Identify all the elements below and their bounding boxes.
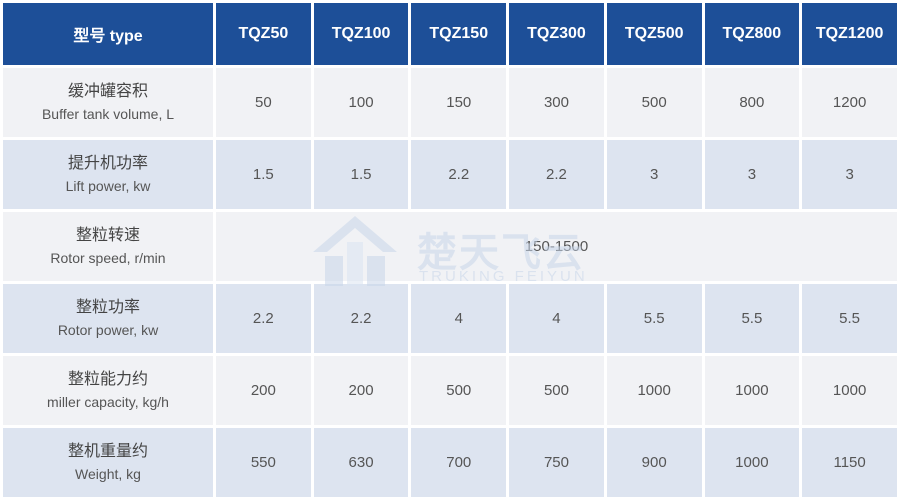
table-cell: 1200 xyxy=(802,68,897,137)
table-cell: 200 xyxy=(313,356,409,425)
table-cell: 1150 xyxy=(802,428,897,497)
header-model: TQZ100 xyxy=(313,3,409,65)
row-label-zh: 整粒转速 xyxy=(75,226,140,244)
table-cell: 700 xyxy=(411,428,507,497)
header-model: TQZ1200 xyxy=(802,3,897,65)
header-model: TQZ150 xyxy=(411,3,507,65)
table-row: 整机重量约 Weight, kg 550 630 700 750 900 1000… xyxy=(3,428,897,497)
table-row: 缓冲罐容积 Buffer tank volume, L 50 100 150 30… xyxy=(3,68,897,137)
table-cell: 1000 xyxy=(704,428,800,497)
row-label-zh: 提升机功率 xyxy=(67,154,148,172)
table-cell: 500 xyxy=(509,356,604,425)
header-type: 型号 type xyxy=(3,3,213,65)
table-cell: 4 xyxy=(509,284,604,353)
row-label-en: Buffer tank volume, L xyxy=(41,105,175,122)
table-cell: 2.2 xyxy=(509,140,604,209)
table-row: 提升机功率 Lift power, kw 1.5 1.5 2.2 2.2 3 3 … xyxy=(3,140,897,209)
table-row: 整粒转速 Rotor speed, r/min 150-1500 xyxy=(3,212,897,281)
table-cell: 300 xyxy=(509,68,604,137)
row-label-zh: 缓冲罐容积 xyxy=(67,82,148,100)
header-model: TQZ500 xyxy=(606,3,702,65)
table-cell: 2.2 xyxy=(216,284,311,353)
merged-cell: 150-1500 xyxy=(216,212,897,281)
table-cell: 3 xyxy=(704,140,800,209)
table-cell: 1.5 xyxy=(216,140,311,209)
table-cell: 1.5 xyxy=(313,140,409,209)
header-model: TQZ50 xyxy=(216,3,311,65)
table-cell: 100 xyxy=(313,68,409,137)
row-label-en: Weight, kg xyxy=(75,465,141,482)
row-label: 整机重量约 Weight, kg xyxy=(3,428,213,497)
header-model: TQZ800 xyxy=(704,3,800,65)
table-cell: 2.2 xyxy=(411,140,507,209)
table-cell: 3 xyxy=(606,140,702,209)
row-label: 整粒转速 Rotor speed, r/min xyxy=(3,212,213,281)
row-label-en: Rotor power, kw xyxy=(57,321,159,338)
row-label-zh: 整粒能力约 xyxy=(67,370,148,388)
table-cell: 630 xyxy=(313,428,409,497)
row-label-zh: 整粒功率 xyxy=(75,298,140,316)
table-cell: 1000 xyxy=(606,356,702,425)
table-cell: 500 xyxy=(411,356,507,425)
table-cell: 200 xyxy=(216,356,311,425)
table-cell: 4 xyxy=(411,284,507,353)
header-row: 型号 type TQZ50 TQZ100 TQZ150 TQZ300 TQZ50… xyxy=(3,3,897,65)
table-cell: 500 xyxy=(606,68,702,137)
table-cell: 150 xyxy=(411,68,507,137)
table-cell: 5.5 xyxy=(606,284,702,353)
table-cell: 1000 xyxy=(802,356,897,425)
row-label-en: miller capacity, kg/h xyxy=(47,393,169,410)
header-model: TQZ300 xyxy=(509,3,604,65)
table-cell: 5.5 xyxy=(704,284,800,353)
table-cell: 1000 xyxy=(704,356,800,425)
row-label: 提升机功率 Lift power, kw xyxy=(3,140,213,209)
table-row: 整粒能力约 miller capacity, kg/h 200 200 500 5… xyxy=(3,356,897,425)
table-cell: 3 xyxy=(802,140,897,209)
row-label-en: Lift power, kw xyxy=(65,177,151,194)
row-label: 整粒能力约 miller capacity, kg/h xyxy=(3,356,213,425)
row-label: 缓冲罐容积 Buffer tank volume, L xyxy=(3,68,213,137)
table-cell: 800 xyxy=(704,68,800,137)
row-label-zh: 整机重量约 xyxy=(67,442,148,460)
table-cell: 50 xyxy=(216,68,311,137)
row-label: 整粒功率 Rotor power, kw xyxy=(3,284,213,353)
row-label-en: Rotor speed, r/min xyxy=(50,249,166,266)
table-cell: 750 xyxy=(509,428,604,497)
table-row: 整粒功率 Rotor power, kw 2.2 2.2 4 4 5.5 5.5 … xyxy=(3,284,897,353)
table-cell: 900 xyxy=(606,428,702,497)
table-cell: 550 xyxy=(216,428,311,497)
table-cell: 2.2 xyxy=(313,284,409,353)
table-cell: 5.5 xyxy=(802,284,897,353)
